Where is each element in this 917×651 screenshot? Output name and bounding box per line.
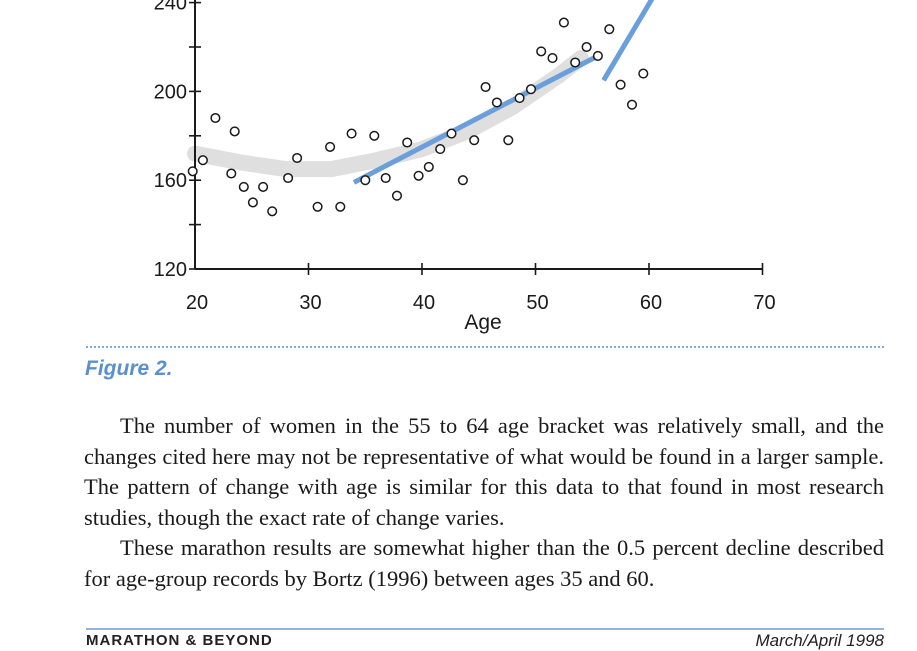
data-point xyxy=(238,181,249,192)
data-point xyxy=(604,24,615,35)
fit-line-1 xyxy=(352,53,600,185)
data-point xyxy=(570,57,581,68)
data-point xyxy=(267,206,278,217)
x-tick-label: 50 xyxy=(526,292,548,314)
data-point xyxy=(525,84,537,95)
data-point xyxy=(346,128,357,139)
data-point xyxy=(226,168,237,179)
data-point xyxy=(558,17,569,28)
data-point xyxy=(503,135,514,146)
data-point xyxy=(247,197,258,208)
fit-line-2 xyxy=(601,0,655,82)
x-tick-label: 40 xyxy=(413,292,435,314)
data-point xyxy=(210,112,221,124)
data-point xyxy=(457,175,468,186)
data-point xyxy=(514,93,525,104)
data-point xyxy=(536,46,547,57)
data-point xyxy=(380,172,391,184)
data-point xyxy=(335,201,346,212)
data-point xyxy=(312,201,323,212)
age-scatter-figure: 20 30 40 50 60 70 120 160 200 240 Age xyxy=(154,0,776,334)
y-tick-label: 120 xyxy=(154,259,187,281)
paragraph-2: These marathon results are somewhat high… xyxy=(84,535,884,591)
data-point xyxy=(626,99,638,110)
data-points xyxy=(187,17,649,217)
data-point xyxy=(325,141,336,152)
axis-labels: 20 30 40 50 60 70 120 160 200 240 Age xyxy=(154,0,776,334)
footer-issue-date: March/April 1998 xyxy=(755,631,884,650)
y-tick-label: 160 xyxy=(154,170,187,192)
data-point xyxy=(283,172,294,184)
x-tick-label: 20 xyxy=(186,292,208,314)
data-point xyxy=(638,68,649,79)
x-tick-label: 30 xyxy=(299,292,321,314)
footer-publication: MARATHON & BEYOND xyxy=(86,632,273,649)
data-point xyxy=(197,155,208,166)
data-point xyxy=(413,170,424,181)
x-axis-title: Age xyxy=(464,311,501,334)
data-point xyxy=(369,130,380,141)
data-point xyxy=(360,175,371,186)
x-tick-label: 60 xyxy=(640,292,662,314)
x-tick-label: 70 xyxy=(753,292,775,314)
data-point xyxy=(615,79,626,90)
data-point xyxy=(435,144,446,155)
data-point xyxy=(469,135,480,146)
fit-lines xyxy=(352,0,655,185)
data-point xyxy=(292,152,303,164)
data-point xyxy=(547,53,558,64)
data-point xyxy=(391,190,403,201)
trend-band xyxy=(187,50,589,178)
y-tick-label: 240 xyxy=(154,0,187,15)
data-point xyxy=(187,166,198,177)
data-point xyxy=(581,41,592,53)
data-point xyxy=(258,181,269,192)
y-tick-label: 200 xyxy=(154,81,187,103)
data-point xyxy=(229,126,240,137)
trend-band-curve xyxy=(187,50,589,178)
data-point xyxy=(446,128,457,139)
body-text: The number of women in the 55 to 64 age … xyxy=(84,411,884,594)
figure-caption: Figure 2. xyxy=(85,357,173,380)
paragraph-1: The number of women in the 55 to 64 age … xyxy=(84,413,884,530)
data-point xyxy=(480,81,491,93)
chart-axes xyxy=(189,0,764,275)
data-point xyxy=(491,97,502,108)
data-point xyxy=(423,161,434,172)
caption-divider xyxy=(86,346,884,348)
data-point xyxy=(402,137,413,148)
data-point xyxy=(592,50,603,61)
footer-divider xyxy=(86,628,884,630)
